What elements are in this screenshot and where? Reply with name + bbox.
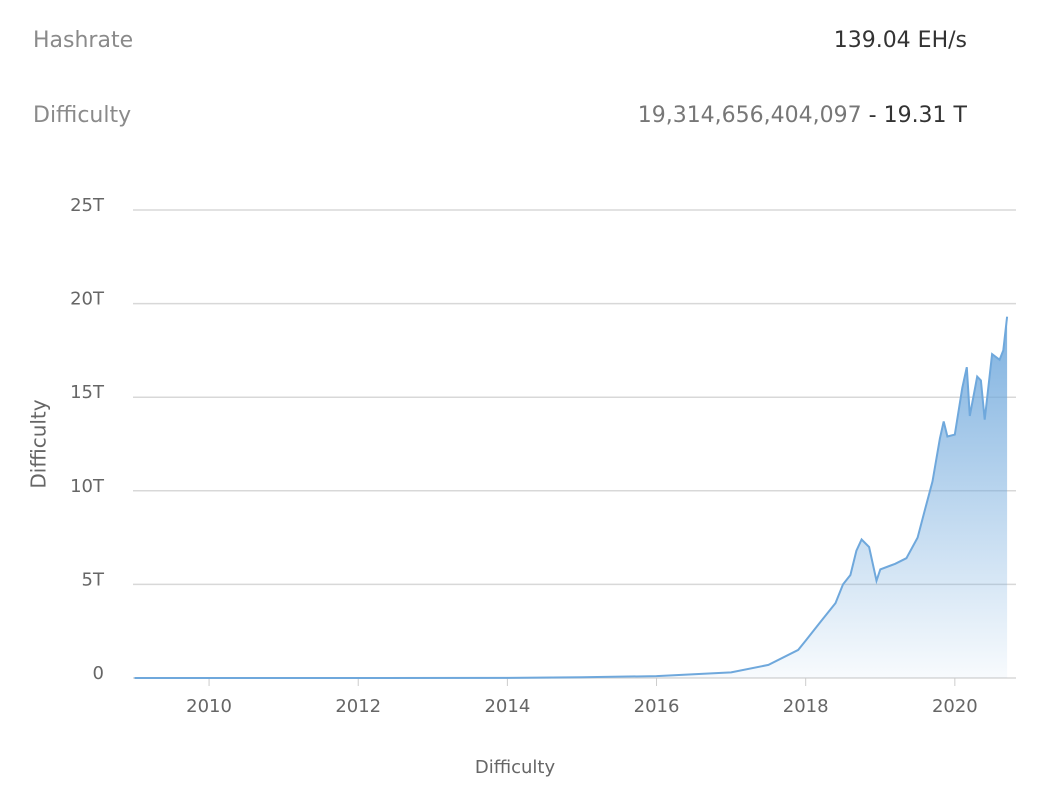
line	[134, 316, 1009, 679]
stat-row: Hashrate 139.04 EH/s	[33, 28, 967, 53]
stat-value: 19,314,656,404,097 - 19.31 T	[638, 103, 967, 128]
stat-short: - 19.31 T	[868, 103, 967, 128]
y-tick-label: 0	[93, 663, 104, 684]
stat-row: Difficulty 19,314,656,404,097 - 19.31 T	[33, 103, 967, 128]
y-axis-title: Difficulty	[27, 399, 51, 488]
y-tick-label: 5T	[82, 569, 105, 590]
x-tick-label: 2016	[634, 696, 680, 717]
stat-label: Difficulty	[33, 103, 132, 128]
y-tick-label: 20T	[70, 289, 105, 310]
stat-value: 139.04 EH/s	[833, 28, 967, 53]
x-axis-title: Difficulty	[475, 757, 556, 778]
x-tick-label: 2018	[783, 696, 829, 717]
y-tick-label: 15T	[70, 382, 105, 403]
y-tick-label: 10T	[70, 476, 105, 497]
x-tick-label: 2010	[186, 696, 232, 717]
area	[134, 316, 1008, 678]
x-tick-label: 2014	[484, 696, 530, 717]
stat-label: Hashrate	[33, 28, 134, 53]
stat-exact: 19,314,656,404,097	[637, 103, 862, 128]
y-tick-label: 25T	[70, 195, 105, 216]
x-tick-label: 2012	[335, 696, 381, 717]
x-tick-label: 2020	[932, 696, 978, 717]
